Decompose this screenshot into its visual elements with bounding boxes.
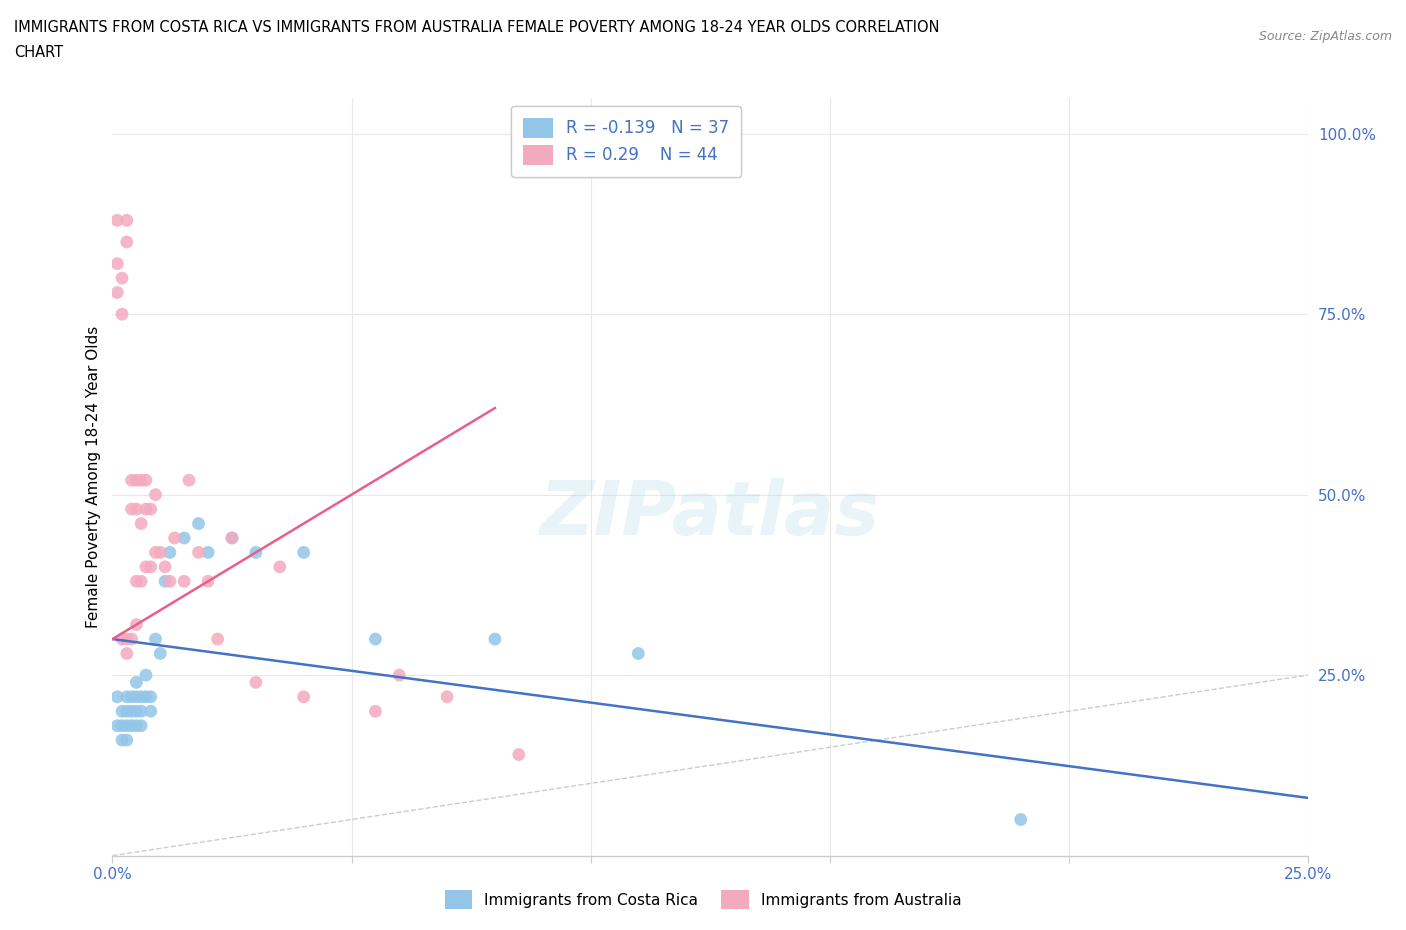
Point (125, 718, 148, 733)
Point (173, 574, 195, 589)
Text: Source: ZipAtlas.com: Source: ZipAtlas.com (1258, 30, 1392, 43)
Point (177, 472, 200, 487)
Point (111, 307, 134, 322)
Point (153, 560, 176, 575)
Point (115, 631, 138, 646)
Point (125, 704, 148, 719)
Point (105, 689, 128, 704)
Point (484, 631, 506, 646)
Point (115, 733, 138, 748)
Point (159, 574, 181, 589)
Point (129, 689, 152, 704)
Point (135, 472, 157, 487)
Point (115, 646, 138, 661)
Point (149, 646, 172, 661)
Point (627, 646, 650, 661)
Point (139, 560, 162, 575)
Legend: R = -0.139   N = 37, R = 0.29    N = 44: R = -0.139 N = 37, R = 0.29 N = 44 (512, 106, 741, 177)
Point (129, 704, 152, 719)
Point (197, 545, 219, 560)
Text: CHART: CHART (14, 45, 63, 60)
Point (125, 501, 148, 516)
Point (105, 213, 128, 228)
Point (364, 631, 387, 646)
Point (149, 545, 172, 560)
Point (125, 472, 148, 487)
Point (129, 574, 152, 589)
Point (121, 472, 143, 487)
Point (105, 257, 128, 272)
Point (121, 631, 143, 646)
Point (221, 530, 243, 545)
Legend: Immigrants from Costa Rica, Immigrants from Australia: Immigrants from Costa Rica, Immigrants f… (439, 884, 967, 915)
Point (292, 545, 315, 560)
Point (125, 689, 148, 704)
Point (115, 213, 138, 228)
Point (135, 560, 157, 575)
Point (121, 704, 143, 719)
Point (245, 675, 267, 690)
Point (129, 516, 152, 531)
Point (197, 574, 219, 589)
Point (135, 501, 157, 516)
Point (187, 516, 209, 531)
Point (129, 718, 152, 733)
Point (115, 689, 138, 704)
Text: ZIPatlas: ZIPatlas (540, 478, 880, 551)
Point (115, 704, 138, 719)
Point (436, 689, 458, 704)
Point (139, 501, 162, 516)
Y-axis label: Female Poverty Among 18-24 Year Olds: Female Poverty Among 18-24 Year Olds (86, 326, 101, 628)
Point (145, 487, 167, 502)
Point (121, 501, 143, 516)
Point (139, 689, 162, 704)
Point (207, 631, 229, 646)
Point (364, 704, 387, 719)
Point (111, 704, 134, 719)
Point (159, 545, 181, 560)
Point (111, 271, 134, 286)
Point (173, 530, 195, 545)
Point (245, 545, 267, 560)
Point (115, 718, 138, 733)
Point (388, 668, 411, 683)
Point (145, 545, 167, 560)
Point (125, 618, 148, 632)
Text: IMMIGRANTS FROM COSTA RICA VS IMMIGRANTS FROM AUSTRALIA FEMALE POVERTY AMONG 18-: IMMIGRANTS FROM COSTA RICA VS IMMIGRANTS… (14, 20, 939, 35)
Point (125, 675, 148, 690)
Point (135, 689, 157, 704)
Point (105, 718, 128, 733)
Point (129, 472, 152, 487)
Point (139, 704, 162, 719)
Point (125, 574, 148, 589)
Point (105, 286, 128, 300)
Point (508, 747, 530, 762)
Point (1010, 812, 1032, 827)
Point (153, 574, 176, 589)
Point (115, 234, 138, 249)
Point (121, 689, 143, 704)
Point (121, 718, 143, 733)
Point (111, 631, 134, 646)
Point (135, 668, 157, 683)
Point (221, 530, 243, 545)
Point (163, 530, 186, 545)
Point (111, 733, 134, 748)
Point (145, 631, 167, 646)
Point (292, 689, 315, 704)
Point (269, 560, 291, 575)
Point (187, 545, 209, 560)
Point (111, 718, 134, 733)
